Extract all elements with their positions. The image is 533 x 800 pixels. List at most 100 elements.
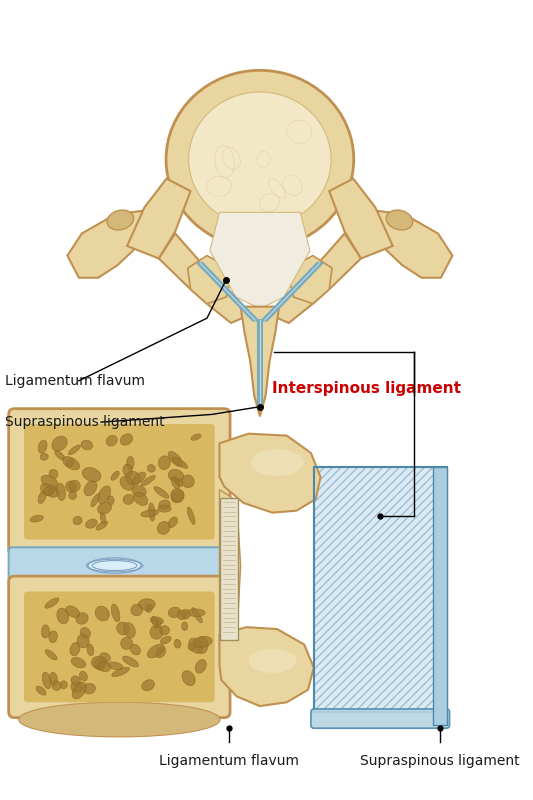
Ellipse shape	[38, 440, 47, 453]
Ellipse shape	[44, 486, 55, 494]
Ellipse shape	[91, 656, 106, 668]
Ellipse shape	[83, 683, 95, 694]
Ellipse shape	[69, 491, 77, 499]
Ellipse shape	[91, 494, 100, 507]
Ellipse shape	[189, 638, 203, 654]
Ellipse shape	[123, 494, 134, 504]
Ellipse shape	[94, 658, 106, 670]
Ellipse shape	[172, 477, 180, 489]
Ellipse shape	[120, 638, 133, 650]
Ellipse shape	[86, 519, 97, 528]
Ellipse shape	[83, 467, 101, 482]
Ellipse shape	[168, 470, 184, 482]
Ellipse shape	[38, 491, 46, 503]
Ellipse shape	[147, 644, 164, 658]
Ellipse shape	[66, 458, 74, 467]
Polygon shape	[289, 256, 332, 304]
Ellipse shape	[182, 475, 195, 488]
Ellipse shape	[191, 434, 201, 440]
Ellipse shape	[172, 490, 184, 503]
Polygon shape	[127, 178, 191, 258]
Ellipse shape	[187, 609, 205, 617]
Ellipse shape	[112, 667, 130, 677]
Ellipse shape	[154, 486, 169, 498]
Polygon shape	[220, 434, 320, 513]
Ellipse shape	[52, 436, 67, 451]
Ellipse shape	[120, 477, 134, 490]
Ellipse shape	[131, 604, 142, 616]
FancyBboxPatch shape	[9, 576, 230, 718]
Ellipse shape	[49, 470, 58, 478]
Ellipse shape	[188, 643, 195, 650]
Polygon shape	[273, 234, 361, 323]
FancyBboxPatch shape	[311, 709, 449, 728]
Ellipse shape	[41, 475, 58, 489]
Ellipse shape	[133, 472, 146, 484]
Ellipse shape	[55, 450, 65, 460]
Ellipse shape	[30, 515, 43, 522]
Ellipse shape	[77, 634, 89, 648]
Text: Interspinous ligament: Interspinous ligament	[272, 381, 462, 396]
Ellipse shape	[192, 608, 203, 622]
Ellipse shape	[106, 435, 117, 446]
Ellipse shape	[84, 481, 97, 496]
Ellipse shape	[98, 662, 111, 672]
Ellipse shape	[66, 606, 80, 618]
Polygon shape	[188, 256, 231, 304]
Ellipse shape	[155, 618, 161, 628]
Ellipse shape	[123, 656, 139, 667]
Ellipse shape	[149, 503, 155, 521]
Ellipse shape	[108, 496, 114, 505]
Ellipse shape	[73, 516, 82, 525]
Ellipse shape	[71, 676, 80, 685]
FancyBboxPatch shape	[221, 498, 238, 640]
Ellipse shape	[71, 658, 86, 668]
Ellipse shape	[120, 434, 133, 446]
Ellipse shape	[386, 210, 413, 230]
Ellipse shape	[172, 457, 188, 468]
FancyBboxPatch shape	[24, 591, 215, 702]
Ellipse shape	[62, 457, 79, 470]
Polygon shape	[220, 490, 240, 646]
Ellipse shape	[95, 606, 109, 621]
Ellipse shape	[182, 670, 195, 686]
Ellipse shape	[138, 598, 155, 610]
Ellipse shape	[196, 637, 208, 654]
Ellipse shape	[132, 486, 146, 497]
Ellipse shape	[175, 478, 183, 486]
Polygon shape	[210, 212, 310, 309]
Ellipse shape	[134, 492, 148, 506]
Ellipse shape	[168, 607, 181, 618]
Polygon shape	[220, 627, 314, 706]
Ellipse shape	[87, 644, 94, 656]
Ellipse shape	[148, 465, 155, 472]
Ellipse shape	[98, 486, 111, 504]
Polygon shape	[329, 178, 393, 258]
Ellipse shape	[42, 672, 51, 689]
Ellipse shape	[56, 483, 66, 501]
Ellipse shape	[181, 610, 190, 619]
Ellipse shape	[70, 642, 80, 656]
Ellipse shape	[251, 449, 304, 476]
Ellipse shape	[19, 702, 220, 737]
Ellipse shape	[195, 659, 206, 673]
Ellipse shape	[76, 613, 88, 624]
Ellipse shape	[47, 487, 59, 498]
Ellipse shape	[168, 451, 183, 466]
Ellipse shape	[45, 650, 57, 660]
Ellipse shape	[117, 622, 129, 635]
Text: Ligamentum flavum: Ligamentum flavum	[5, 374, 145, 388]
Text: Supraspinous ligament: Supraspinous ligament	[5, 415, 165, 429]
Ellipse shape	[158, 505, 171, 512]
Ellipse shape	[49, 631, 58, 642]
Ellipse shape	[66, 481, 76, 493]
Ellipse shape	[19, 702, 220, 737]
Ellipse shape	[248, 649, 296, 673]
Ellipse shape	[123, 464, 132, 477]
Ellipse shape	[177, 610, 186, 619]
Ellipse shape	[98, 502, 111, 514]
Ellipse shape	[45, 598, 59, 608]
Ellipse shape	[160, 626, 169, 635]
Ellipse shape	[41, 483, 53, 496]
Ellipse shape	[40, 454, 48, 460]
